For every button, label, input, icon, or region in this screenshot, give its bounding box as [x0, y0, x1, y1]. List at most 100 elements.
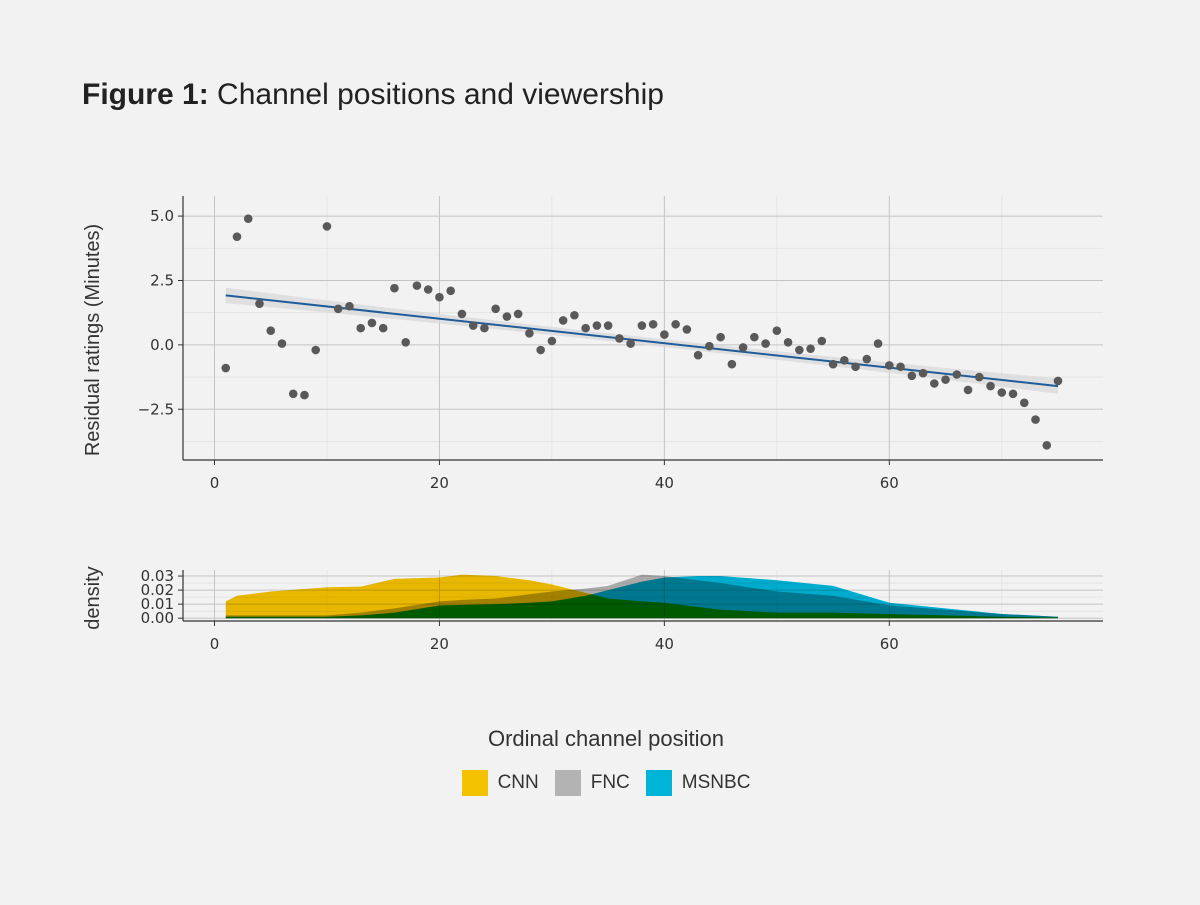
scatter-panel: 0 20 40 60 5.0 2.5 0.0 −2.5	[138, 196, 1103, 492]
legend-label: FNC	[590, 772, 630, 793]
y-tick-label: 0.01	[141, 595, 174, 613]
figure-title-text: Channel positions and viewership	[217, 78, 664, 111]
data-point	[671, 319, 680, 329]
y-tick-label: −2.5	[138, 400, 174, 418]
legend-swatch-msnbc	[645, 770, 672, 796]
data-point	[907, 371, 917, 381]
data-point	[1031, 415, 1040, 424]
y-tick-label: 0.02	[141, 581, 174, 599]
data-point	[615, 334, 624, 343]
data-point	[705, 341, 714, 351]
data-point	[738, 343, 748, 352]
regression-line	[225, 294, 1059, 388]
data-point	[525, 328, 534, 338]
data-point	[817, 336, 827, 346]
data-point	[918, 368, 928, 378]
legend-label: CNN	[497, 772, 539, 793]
data-point	[783, 337, 793, 347]
x-tick-label: 40	[655, 474, 674, 492]
y-tick-label: 0.00	[141, 609, 174, 627]
data-point	[603, 321, 613, 330]
data-point	[727, 359, 737, 369]
legend-item-msnbc: MSNBC	[645, 770, 751, 796]
legend-item-cnn: CNN	[461, 770, 539, 796]
data-point	[502, 312, 512, 321]
data-point	[401, 337, 410, 347]
data-point	[761, 339, 770, 348]
legend-swatch-fnc	[554, 770, 581, 796]
y-tick-label: 0.0	[150, 336, 174, 354]
y-tick-label: 5.0	[150, 207, 174, 225]
x-axis-label: Ordinal channel position	[487, 726, 725, 751]
data-point	[288, 389, 298, 399]
data-point	[390, 283, 399, 293]
data-point	[232, 232, 242, 241]
data-point	[243, 214, 253, 223]
data-point	[851, 362, 860, 372]
data-point	[626, 339, 635, 348]
data-point	[300, 390, 309, 400]
data-point	[356, 323, 366, 333]
data-point	[873, 339, 883, 348]
data-point	[277, 339, 287, 348]
x-tick-label: 60	[880, 474, 899, 492]
data-point	[378, 323, 388, 333]
data-point	[806, 344, 815, 354]
data-point	[997, 388, 1007, 397]
data-point	[986, 381, 995, 391]
data-point	[221, 363, 231, 373]
data-point	[547, 336, 557, 346]
data-point	[750, 332, 759, 342]
legend-label: MSNBC	[681, 772, 751, 793]
data-point	[255, 299, 264, 308]
legend: CNN FNC MSNBC	[0, 770, 1200, 796]
data-point	[491, 304, 500, 314]
data-point	[480, 323, 489, 333]
figure-number: Figure 1:	[82, 78, 209, 111]
y-tick-label: 2.5	[150, 271, 174, 289]
data-point	[840, 356, 849, 365]
data-point	[468, 321, 478, 330]
data-point	[682, 325, 692, 334]
data-point	[457, 309, 467, 319]
data-point	[435, 292, 444, 302]
data-point	[862, 354, 872, 364]
data-point	[828, 359, 838, 369]
data-point	[333, 304, 343, 314]
data-point	[795, 345, 804, 355]
data-point	[536, 345, 545, 355]
data-point	[1008, 389, 1018, 399]
data-point	[929, 379, 939, 388]
y-tick-label: 0.03	[141, 567, 174, 585]
data-point	[1042, 441, 1052, 450]
data-point	[974, 372, 984, 382]
x-tick-label: 40	[655, 635, 674, 653]
data-point	[311, 345, 321, 355]
data-point	[963, 385, 973, 395]
x-tick-label: 60	[880, 635, 899, 653]
data-point	[660, 330, 669, 339]
data-point	[446, 286, 455, 296]
x-tick-label: 20	[430, 635, 449, 653]
density-y-label: density	[82, 566, 104, 629]
data-point	[648, 319, 658, 329]
data-point	[693, 350, 703, 360]
data-point	[1019, 398, 1029, 408]
data-point	[581, 323, 590, 333]
data-point	[558, 316, 568, 325]
data-point	[772, 326, 782, 336]
legend-swatch-cnn	[461, 770, 488, 796]
data-point	[513, 309, 523, 319]
x-tick-label: 0	[210, 635, 220, 653]
data-point	[412, 281, 422, 290]
data-point	[570, 310, 579, 320]
data-point	[637, 321, 647, 330]
data-point	[367, 318, 377, 328]
data-point	[266, 326, 276, 336]
data-point	[1053, 376, 1063, 386]
data-point	[322, 222, 332, 231]
data-point	[345, 301, 354, 311]
data-point	[941, 375, 950, 384]
scatter-y-label: Residual ratings (Minutes)	[82, 224, 104, 456]
